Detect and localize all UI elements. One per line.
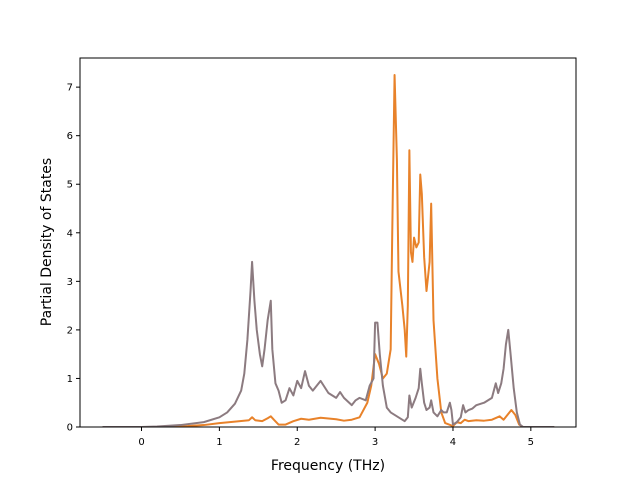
y-tick-label: 1: [67, 374, 73, 385]
x-tick-label: 1: [216, 437, 222, 448]
x-tick-label: 0: [138, 437, 144, 448]
plot-frame: [79, 57, 577, 428]
x-tick-label: 3: [372, 437, 378, 448]
y-axis-ticks: 0 1 2 3 4 5 6 7: [67, 83, 80, 434]
x-axis-title: Frequency (THz): [271, 458, 385, 474]
x-tick-label: 4: [450, 437, 456, 448]
y-axis-title: Partial Density of States: [39, 158, 55, 326]
y-tick-label: 3: [67, 277, 73, 288]
y-tick-label: 2: [67, 325, 73, 336]
y-tick-label: 6: [67, 131, 73, 142]
series-line-2: [102, 260, 555, 427]
series-line-1: [102, 73, 555, 427]
y-tick-label: 0: [67, 423, 73, 434]
y-tick-label: 4: [67, 228, 73, 239]
x-axis-ticks: 0 1 2 3 4 5: [138, 427, 534, 448]
y-tick-label: 7: [67, 83, 73, 94]
x-tick-label: 2: [294, 437, 300, 448]
y-tick-label: 5: [67, 180, 73, 191]
x-tick-label: 5: [528, 437, 534, 448]
plot-lines: [102, 73, 555, 427]
